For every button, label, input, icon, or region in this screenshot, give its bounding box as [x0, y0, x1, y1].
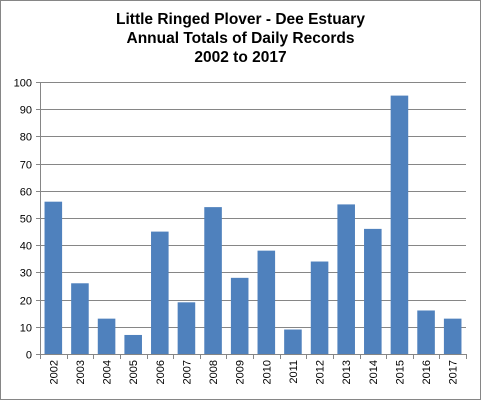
y-tick-label: 70: [20, 160, 32, 172]
bar-2009: [230, 277, 249, 354]
bar-2011: [284, 329, 302, 354]
bar-2005: [124, 334, 142, 354]
x-tick-label: 2013: [341, 360, 353, 384]
bar-2008: [204, 207, 222, 354]
x-tick-label: 2003: [75, 360, 87, 384]
bar-2015: [390, 95, 409, 354]
y-tick-label: 60: [20, 187, 32, 199]
x-tick-label: 2010: [261, 360, 273, 384]
x-tick-label: 2008: [208, 360, 220, 384]
bar-2012: [310, 261, 329, 354]
x-tick-label: 2014: [368, 360, 380, 384]
x-tick-label: 2011: [288, 360, 300, 384]
y-tick-label: 40: [20, 241, 32, 253]
x-tick-label: 2007: [181, 360, 193, 384]
bar-2017: [443, 318, 462, 354]
bar-2010: [257, 250, 276, 354]
x-tick-label: 2012: [315, 360, 327, 384]
y-tick-label: 30: [20, 268, 32, 280]
bar-2004: [97, 318, 116, 354]
bar-2007: [177, 302, 196, 354]
x-tick-label: 2006: [155, 360, 167, 384]
x-tick-label: 2005: [128, 360, 140, 384]
y-tick-label: 0: [26, 350, 32, 362]
x-tick-label: 2004: [102, 360, 114, 384]
bar-2006: [151, 231, 169, 354]
chart-title-line-2: Annual Totals of Daily Records: [126, 30, 355, 47]
y-tick-label: 90: [20, 105, 32, 117]
bar-2016: [417, 310, 435, 354]
bar-2014: [364, 228, 382, 354]
y-tick-label: 80: [20, 132, 32, 144]
x-tick-label: 2002: [48, 360, 60, 384]
bar-2002: [44, 201, 63, 354]
y-tick-label: 100: [14, 78, 32, 90]
x-tick-label: 2016: [421, 360, 433, 384]
y-tick-label: 50: [20, 214, 32, 226]
y-tick-label: 20: [20, 296, 32, 308]
x-tick-label: 2015: [394, 360, 406, 384]
chart-title-line-1: Little Ringed Plover - Dee Estuary: [116, 11, 365, 28]
chart-title-line-3: 2002 to 2017: [194, 49, 287, 66]
x-tick-label: 2017: [448, 360, 460, 384]
y-tick-label: 10: [20, 323, 32, 335]
bar-2013: [337, 204, 355, 354]
x-tick-label: 2009: [235, 360, 247, 384]
bar-2003: [71, 283, 89, 354]
